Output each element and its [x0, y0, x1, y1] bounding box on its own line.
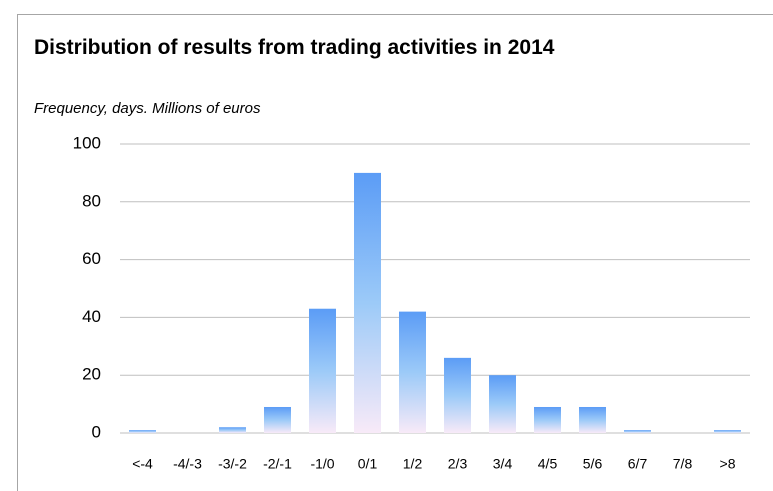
x-tick-label: -4/-3	[173, 456, 202, 472]
y-tick-label: 20	[82, 365, 101, 384]
x-tick-label: 0/1	[358, 456, 378, 472]
x-tick-label: 5/6	[583, 456, 603, 472]
bar	[219, 427, 246, 433]
x-tick-label: 3/4	[493, 456, 513, 472]
bar	[579, 406, 606, 433]
x-tick-label: >8	[720, 456, 736, 472]
x-tick-label: -1/0	[310, 456, 334, 472]
x-tick-label: 1/2	[403, 456, 423, 472]
bar	[354, 172, 381, 433]
x-tick-label: 6/7	[628, 456, 648, 472]
y-tick-label: 100	[73, 133, 101, 152]
x-tick-label: -2/-1	[263, 456, 292, 472]
y-tick-label: 60	[82, 249, 101, 268]
chart-title: Distribution of results from trading act…	[34, 36, 555, 59]
y-tick-label: 0	[92, 422, 101, 441]
bar	[444, 357, 471, 433]
x-tick-label: 2/3	[448, 456, 468, 472]
bar	[399, 311, 426, 433]
bar	[489, 375, 516, 433]
y-tick-label: 40	[82, 307, 101, 326]
x-tick-label: -3/-2	[218, 456, 247, 472]
y-tick-label: 80	[82, 191, 101, 210]
bar	[264, 406, 291, 433]
chart-frame	[17, 14, 773, 491]
chart-subtitle: Frequency, days. Millions of euros	[34, 100, 261, 117]
bar	[129, 430, 156, 433]
bar	[534, 406, 561, 433]
bar	[309, 308, 336, 433]
bar	[624, 430, 651, 433]
x-tick-label: <-4	[132, 456, 153, 472]
x-tick-label: 7/8	[673, 456, 693, 472]
x-tick-label: 4/5	[538, 456, 558, 472]
bar	[714, 430, 741, 433]
